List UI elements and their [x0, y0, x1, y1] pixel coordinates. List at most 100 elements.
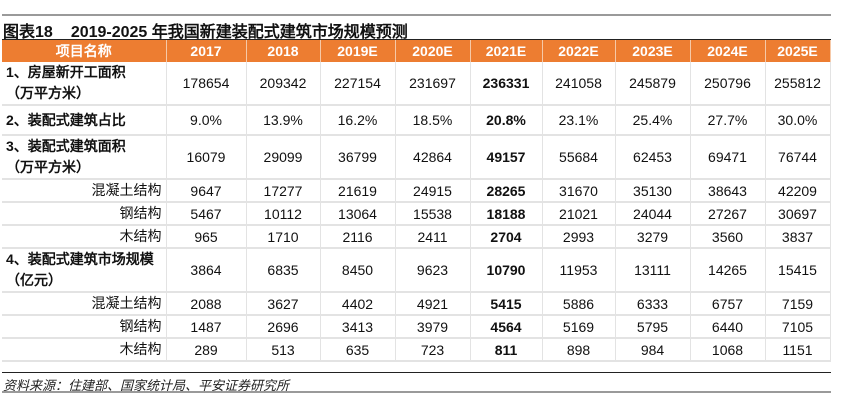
table-cell: 1710 — [246, 225, 321, 249]
table-cell: 9647 — [166, 179, 247, 203]
table-cell: 21021 — [542, 202, 616, 226]
table-row: 钢结构 5467 10112 13064 15538 18188 21021 24044 272… — [2, 202, 831, 226]
table-cell: 27.7% — [690, 105, 766, 136]
column-header: 2023E — [615, 40, 691, 62]
row-label: 混凝土结构 — [2, 292, 167, 316]
table-cell: 3413 — [320, 315, 396, 339]
item-name-header: 项目名称 — [2, 40, 167, 62]
table-cell: 7105 — [765, 315, 831, 339]
header-row: 项目名称 2017 2018 2019E 2020E 2021E 2022E 2023E 202… — [2, 40, 831, 62]
table-cell: 2116 — [320, 225, 396, 249]
table-cell: 15415 — [765, 248, 831, 293]
table-cell: 13064 — [320, 202, 396, 226]
row-label: 2、装配式建筑占比 — [2, 105, 167, 136]
column-header: 2020E — [395, 40, 471, 62]
table-cell: 42209 — [765, 179, 831, 203]
table-cell: 236331 — [470, 62, 543, 106]
table-cell: 29099 — [246, 135, 321, 180]
figure-number: 图表18 — [3, 24, 53, 41]
table-cell: 5169 — [542, 315, 616, 339]
table-row: 3、装配式建筑面积 （万平方米） 16079 29099 36799 42864 4915… — [2, 135, 831, 180]
table-cell: 635 — [320, 338, 396, 362]
column-header: 2022E — [542, 40, 616, 62]
table-cell: 13111 — [615, 248, 691, 293]
table-cell: 30.0% — [765, 105, 831, 136]
table-cell: 3837 — [765, 225, 831, 249]
top-rule — [2, 14, 831, 16]
table-cell: 13.9% — [246, 105, 321, 136]
table-cell: 28265 — [470, 179, 543, 203]
table-row: 1、房屋新开工面积 （万平方米） 178654 209342 227154 231697… — [2, 62, 831, 106]
table-cell: 10790 — [470, 248, 543, 293]
table-cell: 24915 — [395, 179, 471, 203]
table-cell: 898 — [542, 338, 616, 362]
table-row: 钢结构 1487 2696 3413 3979 4564 5169 5795 6440 7105 — [2, 315, 831, 339]
table-cell: 513 — [246, 338, 321, 362]
table-cell: 811 — [470, 338, 543, 362]
table-cell: 7159 — [765, 292, 831, 316]
table-cell: 18188 — [470, 202, 543, 226]
figure-title-text: 2019-2025 年我国新建装配式建筑市场规模预测 — [70, 24, 408, 41]
row-label: 4、装配式建筑市场规模 （亿元） — [2, 248, 167, 293]
table-cell: 5467 — [166, 202, 247, 226]
forecast-table: 项目名称 2017 2018 2019E 2020E 2021E 2022E 2023E 202… — [2, 40, 831, 362]
table-row: 4、装配式建筑市场规模 （亿元） 3864 6835 8450 9623 10790 119… — [2, 248, 831, 293]
table-cell: 209342 — [246, 62, 321, 106]
table-cell: 49157 — [470, 135, 543, 180]
row-label: 钢结构 — [2, 315, 167, 339]
table-cell: 4921 — [395, 292, 471, 316]
table-cell: 723 — [395, 338, 471, 362]
table-cell: 38643 — [690, 179, 766, 203]
table-cell: 245879 — [615, 62, 691, 106]
table-row: 木结构 965 1710 2116 2411 2704 2993 3279 3560 3837 — [2, 225, 831, 249]
table-cell: 2704 — [470, 225, 543, 249]
column-header: 2018 — [246, 40, 321, 62]
table-cell: 17277 — [246, 179, 321, 203]
table-cell: 4402 — [320, 292, 396, 316]
table-cell: 984 — [615, 338, 691, 362]
column-header: 2025E — [765, 40, 831, 62]
table-cell: 23.1% — [542, 105, 616, 136]
table-cell: 69471 — [690, 135, 766, 180]
table-cell: 289 — [166, 338, 247, 362]
table-cell: 2088 — [166, 292, 247, 316]
table-cell: 3560 — [690, 225, 766, 249]
table-row: 2、装配式建筑占比 9.0% 13.9% 16.2% 18.5% 20.8% 23.1% 25… — [2, 105, 831, 136]
table-cell: 2696 — [246, 315, 321, 339]
table-cell: 231697 — [395, 62, 471, 106]
table-cell: 3627 — [246, 292, 321, 316]
table-cell: 5415 — [470, 292, 543, 316]
row-label: 3、装配式建筑面积 （万平方米） — [2, 135, 167, 180]
row-label: 混凝土结构 — [2, 179, 167, 203]
row-label: 木结构 — [2, 338, 167, 362]
table-cell: 24044 — [615, 202, 691, 226]
table-cell: 16079 — [166, 135, 247, 180]
table-cell: 2411 — [395, 225, 471, 249]
table-cell: 42864 — [395, 135, 471, 180]
table-cell: 25.4% — [615, 105, 691, 136]
table-cell: 62453 — [615, 135, 691, 180]
table-cell: 20.8% — [470, 105, 543, 136]
table-cell: 15538 — [395, 202, 471, 226]
table-cell: 1068 — [690, 338, 766, 362]
table-cell: 16.2% — [320, 105, 396, 136]
table-cell: 178654 — [166, 62, 247, 106]
table-cell: 255812 — [765, 62, 831, 106]
table-cell: 6333 — [615, 292, 691, 316]
bottom-rule — [2, 391, 831, 393]
title-rule — [2, 39, 831, 40]
table-cell: 6440 — [690, 315, 766, 339]
figure-title: 图表18 2019-2025 年我国新建装配式建筑市场规模预测 — [3, 18, 408, 42]
table-cell: 35130 — [615, 179, 691, 203]
table-cell: 14265 — [690, 248, 766, 293]
table-cell: 31670 — [542, 179, 616, 203]
table-cell: 55684 — [542, 135, 616, 180]
table-cell: 965 — [166, 225, 247, 249]
table-cell: 241058 — [542, 62, 616, 106]
table-row: 木结构 289 513 635 723 811 898 984 1068 1151 — [2, 338, 831, 362]
table-cell: 227154 — [320, 62, 396, 106]
table-cell: 8450 — [320, 248, 396, 293]
table-cell: 6757 — [690, 292, 766, 316]
table-cell: 5795 — [615, 315, 691, 339]
table-cell: 2993 — [542, 225, 616, 249]
